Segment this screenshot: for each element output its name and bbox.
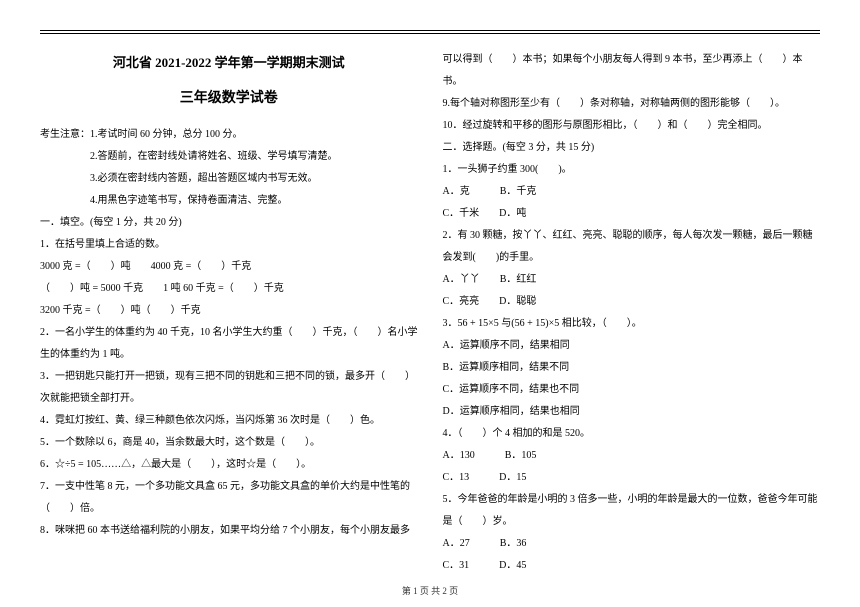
page-footer: 第 1 页 共 2 页 xyxy=(0,584,860,597)
s2q3-a: A．运算顺序不同，结果相同 xyxy=(443,335,821,357)
q1-line-c: 3200 千克 =（ ）吨（ ）千克 xyxy=(40,300,418,322)
s2q1-opts: A．克 B．千克 xyxy=(443,181,821,203)
s2q2-opts2: C．亮亮 D．聪聪 xyxy=(443,291,821,313)
q4: 4．霓虹灯按红、黄、绿三种颜色依次闪烁，当闪烁第 36 次时是（ ）色。 xyxy=(40,410,418,432)
left-column: 河北省 2021-2022 学年第一学期期末测试 三年级数学试卷 考生注意：1.… xyxy=(40,49,418,559)
s2q3-text: 3．56 + 15×5 与(56 + 15)×5 相比较，（ ）。 xyxy=(443,313,821,335)
q1-label: 1．在括号里填上合适的数。 xyxy=(40,234,418,256)
notice-item-2: 2.答题前，在密封线处请将姓名、班级、学号填写清楚。 xyxy=(90,146,418,168)
q8a: 8．咪咪把 60 本书送给福利院的小朋友，如果平均分给 7 个小朋友，每个小朋友… xyxy=(40,520,418,542)
s2q5-opts: A．27 B．36 xyxy=(443,533,821,555)
q6: 6．☆÷5 = 105……△，△最大是（ ），这时☆是（ ）。 xyxy=(40,454,418,476)
notice-item-1: 1.考试时间 60 分钟，总分 100 分。 xyxy=(90,129,243,140)
notice-block: 考生注意：1.考试时间 60 分钟，总分 100 分。 2.答题前，在密封线处请… xyxy=(40,124,418,212)
q9: 9.每个轴对称图形至少有（ ）条对称轴，对称轴两侧的图形能够（ ）。 xyxy=(443,93,821,115)
s2q4-opts: A．130 B．105 xyxy=(443,445,821,467)
q7: 7．一支中性笔 8 元，一个多功能文具盒 65 元，多功能文具盒的单价大约是中性… xyxy=(40,476,418,520)
two-column-layout: 河北省 2021-2022 学年第一学期期末测试 三年级数学试卷 考生注意：1.… xyxy=(40,49,820,559)
exam-title-line2: 三年级数学试卷 xyxy=(40,84,418,115)
s2q5-text: 5．今年爸爸的年龄是小明的 3 倍多一些，小明的年龄是最大的一位数，爸爸今年可能… xyxy=(443,489,821,533)
s2q3-c: C．运算顺序不同，结果也不同 xyxy=(443,379,821,401)
q1-line-b: （ ）吨 = 5000 千克 1 吨 60 千克 =（ ）千克 xyxy=(40,278,418,300)
q3: 3．一把钥匙只能打开一把锁，现有三把不同的钥匙和三把不同的锁，最多开（ ）次就能… xyxy=(40,366,418,410)
q2: 2．一名小学生的体重约为 40 千克，10 名小学生大约重（ ）千克，（ ）名小… xyxy=(40,322,418,366)
exam-title-line1: 河北省 2021-2022 学年第一学期期末测试 xyxy=(40,49,418,78)
s2q3-d: D．运算顺序相同，结果也相同 xyxy=(443,401,821,423)
top-rule-1 xyxy=(40,30,820,31)
s2q2-text: 2．有 30 颗糖，按丫丫、红红、亮亮、聪聪的顺序，每人每次发一颗糖，最后一颗糖… xyxy=(443,225,821,269)
top-rule-2 xyxy=(40,33,820,34)
s2q4-opts2: C．13 D．15 xyxy=(443,467,821,489)
s2q2-opts: A．丫丫 B．红红 xyxy=(443,269,821,291)
notice-item-3: 3.必须在密封线内答题，超出答题区域内书写无效。 xyxy=(90,168,418,190)
notice-item-4: 4.用黑色字迹笔书写，保持卷面清洁、完整。 xyxy=(90,190,418,212)
s2q4-text: 4．（ ）个 4 相加的和是 520。 xyxy=(443,423,821,445)
s2q5-opts2: C．31 D．45 xyxy=(443,555,821,577)
section2-heading: 二．选择题。(每空 3 分，共 15 分) xyxy=(443,137,821,159)
notice-label: 考生注意： xyxy=(40,124,90,146)
q10: 10．经过旋转和平移的图形与原图形相比，（ ）和（ ）完全相同。 xyxy=(443,115,821,137)
q1-line-a: 3000 克 =（ ）吨 4000 克 =（ ）千克 xyxy=(40,256,418,278)
q8b: 可以得到（ ）本书；如果每个小朋友每人得到 9 本书，至少再添上（ ）本书。 xyxy=(443,49,821,93)
right-column: 可以得到（ ）本书；如果每个小朋友每人得到 9 本书，至少再添上（ ）本书。 9… xyxy=(443,49,821,559)
s2q3-b: B．运算顺序相同，结果不同 xyxy=(443,357,821,379)
s2q1-text: 1．一头狮子约重 300( )。 xyxy=(443,159,821,181)
section1-heading: 一．填空。(每空 1 分，共 20 分) xyxy=(40,212,418,234)
q5: 5．一个数除以 6，商是 40，当余数最大时，这个数是（ ）。 xyxy=(40,432,418,454)
s2q1-opts2: C．千米 D．吨 xyxy=(443,203,821,225)
